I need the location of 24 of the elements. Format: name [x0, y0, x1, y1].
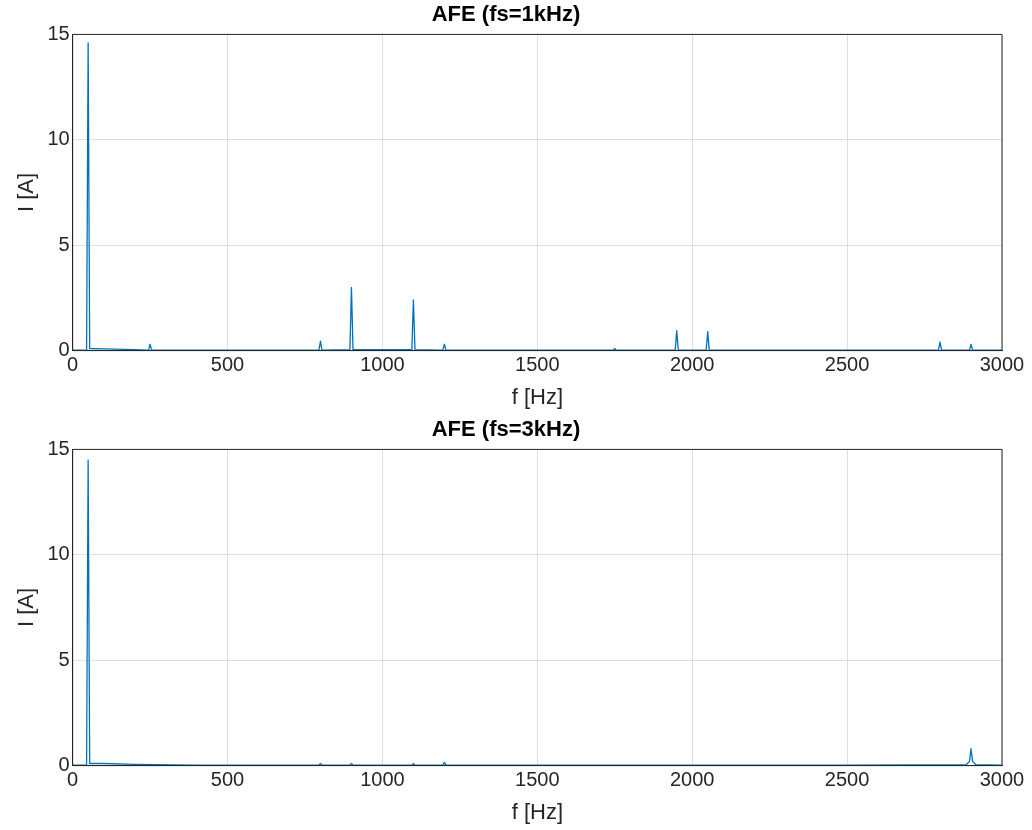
- y-tick-label: 5: [58, 232, 70, 255]
- y-tick-label: 10: [47, 542, 70, 565]
- x-axis-title: f [Hz]: [511, 383, 563, 409]
- y-tick-label: 10: [47, 127, 70, 150]
- y-axis-title: I [A]: [13, 172, 39, 213]
- y-tick-label: 15: [47, 436, 70, 459]
- x-tick-label: 2000: [669, 768, 715, 791]
- chart-title: AFE (fs=3kHz): [431, 416, 581, 442]
- x-tick-label: 3000: [979, 768, 1025, 791]
- x-tick-label: 1000: [360, 768, 405, 791]
- x-tick-label: 2500: [824, 353, 870, 376]
- x-tick-label: 1500: [515, 353, 560, 376]
- y-tick-label: 15: [47, 21, 70, 44]
- y-axis-title: I [A]: [13, 587, 39, 628]
- x-tick-label: 500: [210, 353, 245, 376]
- x-tick-label: 2500: [824, 768, 870, 791]
- y-tick-label: 5: [58, 647, 70, 670]
- x-tick-label: 1000: [360, 353, 405, 376]
- x-tick-label: 3000: [979, 353, 1025, 376]
- x-axis-title: f [Hz]: [511, 798, 563, 824]
- x-tick-label: 2000: [669, 353, 715, 376]
- x-tick-label: 1500: [515, 768, 560, 791]
- chart-title: AFE (fs=1kHz): [431, 1, 581, 27]
- x-tick-label: 500: [210, 768, 245, 791]
